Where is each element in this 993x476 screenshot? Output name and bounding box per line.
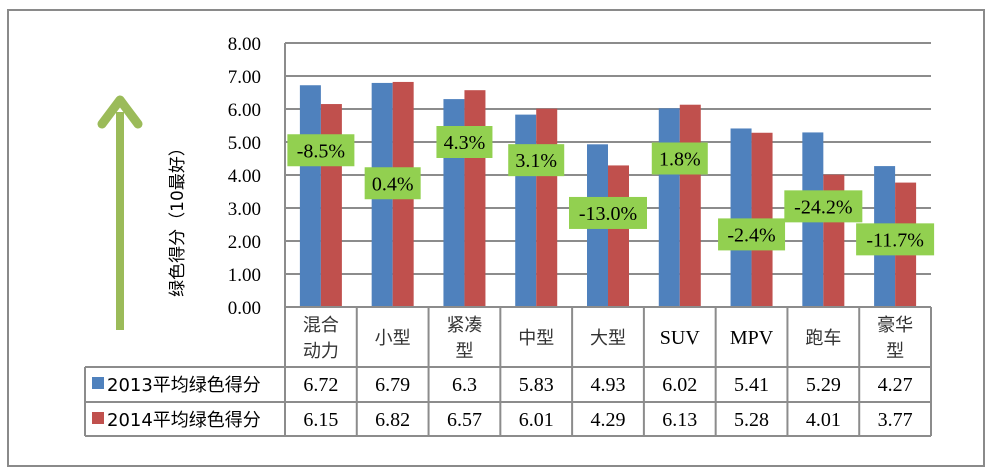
x-category-label: 中型 <box>518 328 554 349</box>
x-category-label: 小型 <box>375 328 411 349</box>
change-label-box <box>287 134 355 167</box>
table-cell-value: 6.01 <box>519 409 554 431</box>
change-label: -11.7% <box>866 229 924 251</box>
table-cell-value: 6.57 <box>447 409 482 431</box>
y-tick-label: 4.00 <box>228 166 261 187</box>
change-label-box <box>364 167 421 200</box>
bar-2013 <box>730 128 752 307</box>
change-label: -8.5% <box>297 140 345 162</box>
change-label-box <box>856 223 935 256</box>
x-category-label: MPV <box>730 327 774 349</box>
x-category-label: 型 <box>455 341 473 362</box>
y-tick-label: 5.00 <box>228 133 261 154</box>
table-cell-value: 5.41 <box>734 374 769 396</box>
y-tick-label: 7.00 <box>228 67 261 88</box>
table-cell-value: 6.72 <box>303 374 338 396</box>
change-label: -2.4% <box>727 224 775 246</box>
y-tick-label: 1.00 <box>228 265 261 286</box>
y-tick-label: 0.00 <box>228 298 261 319</box>
change-annotations: -8.5% 0.4% 4.3% 3.1% -13.0% 1.8% -2.4% -24.2% -1… <box>287 126 935 256</box>
bar-2013 <box>299 85 321 308</box>
bar-2014 <box>536 108 558 307</box>
legend-swatch <box>92 377 104 389</box>
table-cell-value: 4.29 <box>591 409 626 431</box>
y-tick-label: 2.00 <box>228 232 261 253</box>
change-label-box <box>718 218 786 251</box>
bar-2014 <box>464 90 486 307</box>
bar-2013 <box>658 108 680 307</box>
y-tick-label: 8.00 <box>228 34 261 55</box>
change-label: 3.1% <box>515 150 557 172</box>
up-arrow-icon <box>97 95 143 330</box>
y-axis-ticks: 0.00 1.00 2.00 3.00 4.00 5.00 6.00 7.00 8.00 <box>228 34 261 319</box>
legend-label: 2014平均绿色得分 <box>107 410 261 431</box>
change-label-box <box>508 144 565 177</box>
change-label: -24.2% <box>794 196 852 218</box>
change-label-box <box>436 126 493 158</box>
x-category-label: 跑车 <box>805 328 841 349</box>
table-cell-value: 6.82 <box>375 409 410 431</box>
change-label: -13.0% <box>579 203 637 225</box>
x-category-label: 大型 <box>590 328 626 349</box>
change-label: 1.8% <box>659 149 701 171</box>
table-cell-value: 4.01 <box>806 409 841 431</box>
bar-2014 <box>608 165 629 307</box>
y-tick-label: 3.00 <box>228 199 261 220</box>
table-cell-value: 6.79 <box>375 374 410 396</box>
change-label-box <box>569 196 647 229</box>
legend-label: 2013平均绿色得分 <box>107 375 261 396</box>
change-label: 4.3% <box>444 132 486 154</box>
x-category-label: 混合 <box>303 315 339 336</box>
table-cell-value: 6.3 <box>452 374 477 396</box>
table-cell-value: 5.29 <box>806 374 841 396</box>
table-cell-value: 5.28 <box>734 409 769 431</box>
y-axis-label: 绿色得分（10最好） <box>168 139 188 297</box>
x-category-label: 紧凑 <box>446 315 482 336</box>
table-cell-value: 6.02 <box>662 374 697 396</box>
change-label-box <box>784 190 863 223</box>
table-cell-value: 3.77 <box>878 409 913 431</box>
change-label: 0.4% <box>372 173 414 195</box>
bar-2013 <box>515 114 537 307</box>
chart-frame <box>7 9 985 467</box>
bar-2014 <box>679 104 701 308</box>
table-cell-value: 6.13 <box>662 409 697 431</box>
x-category-label: 动力 <box>303 341 339 362</box>
change-label-box <box>651 142 708 175</box>
legend-swatch <box>92 412 104 424</box>
y-tick-label: 6.00 <box>228 100 261 121</box>
table-cell-value: 5.83 <box>519 374 554 396</box>
x-category-label: 豪华 <box>877 315 913 336</box>
table-cell-value: 6.15 <box>303 409 338 431</box>
x-category-label: 型 <box>886 341 904 362</box>
table-cell-value: 4.93 <box>591 374 626 396</box>
table-cell-value: 4.27 <box>878 374 913 396</box>
x-category-label: SUV <box>660 327 701 349</box>
